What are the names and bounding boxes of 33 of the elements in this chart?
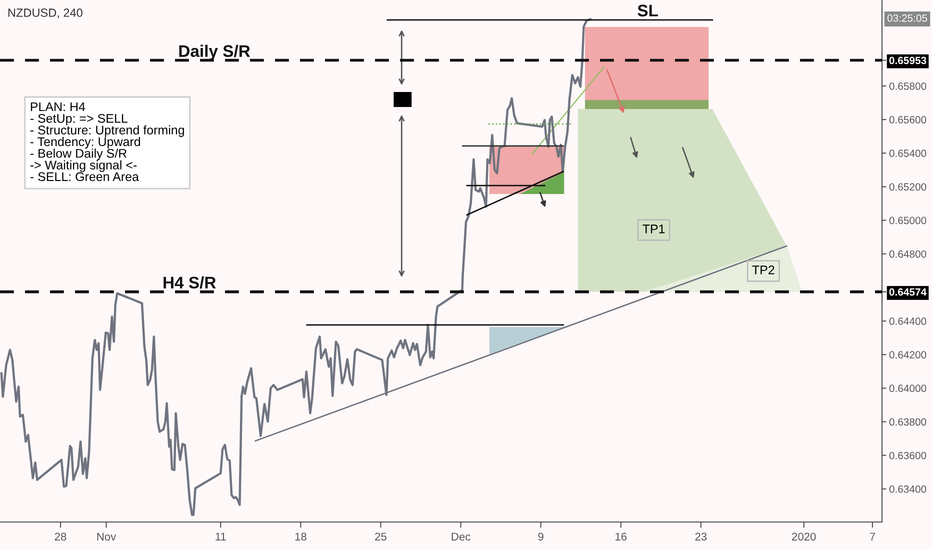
y-tick-label: 0.64000 xyxy=(889,384,926,392)
y-tick-label: 0.65953 xyxy=(889,56,926,64)
y-tick-label: 0.64574 xyxy=(889,288,927,296)
y-tick-label: 0.65600 xyxy=(889,116,926,124)
annotation: PLAN: H4 - SetUp: => SELL - Structure: Uptrend forming - Tendency: Upward - Below Daily S/R -> Waiting signal <- - SELL: Green Area xyxy=(30,102,184,182)
y-tick-label: 0.63400 xyxy=(889,485,926,493)
y-tick-label: 0.63800 xyxy=(889,418,926,426)
x-tick-label: 9 xyxy=(538,532,544,541)
y-tick-label: 0.65200 xyxy=(889,183,926,191)
x-tick-label: 7 xyxy=(870,532,875,540)
y-tick-label: 0.65000 xyxy=(889,216,926,224)
x-tick-label: 16 xyxy=(616,532,627,541)
ref-line-label: H4 S/R xyxy=(164,276,216,289)
x-tick-label: 2020 xyxy=(792,532,816,541)
x-tick-label: 18 xyxy=(295,532,306,541)
y-tick-label: 0.65800 xyxy=(889,82,926,90)
x-tick-label: 28 xyxy=(54,532,66,541)
x-tick-label: 23 xyxy=(695,532,707,541)
y-tick-label: 0.63600 xyxy=(889,452,926,460)
annotation: SL xyxy=(638,4,658,16)
text: NZDUSD, 240 xyxy=(8,8,82,18)
ref-line-label: Daily S/R xyxy=(179,44,250,60)
x-tick-label: Dec xyxy=(452,532,470,541)
y-tick-label: 0.64200 xyxy=(889,351,926,358)
x-tick-label: 25 xyxy=(375,532,386,541)
y-tick-label: 0.65400 xyxy=(889,150,926,157)
annotation: TP1 xyxy=(642,224,665,234)
y-tick-label: 0.64800 xyxy=(889,250,926,258)
text: 03:25:05 xyxy=(887,14,928,22)
y-tick-label: 0.64400 xyxy=(889,318,926,325)
x-tick-label: Nov xyxy=(97,532,116,541)
annotation: TP2 xyxy=(752,266,774,274)
x-tick-label: 11 xyxy=(216,532,226,540)
